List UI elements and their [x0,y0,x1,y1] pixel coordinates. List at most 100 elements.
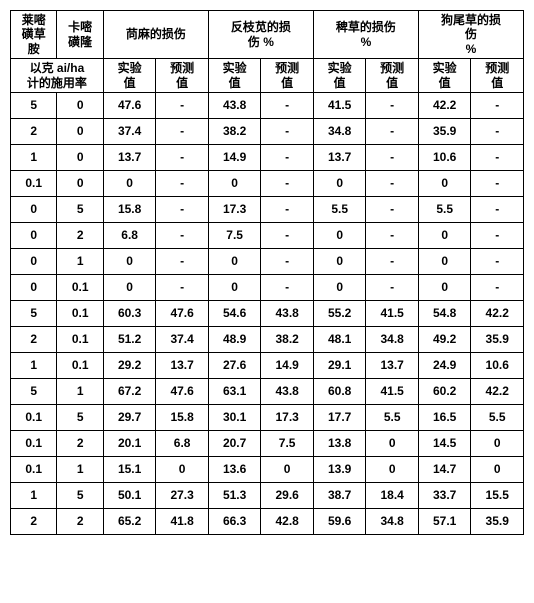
cell: 51.3 [208,482,261,508]
cell: 13.7 [366,352,419,378]
table-row: 5047.6-43.8-41.5-42.2- [11,92,524,118]
cell: 0 [471,456,524,482]
cell: 0 [208,274,261,300]
cell: 17.3 [261,404,314,430]
cell: 2 [11,118,57,144]
cell: 0 [103,274,156,300]
cell: 0.1 [57,274,103,300]
cell: 2 [57,430,103,456]
cell: 6.8 [156,430,209,456]
hdr-g1: 苘麻的损伤 [103,11,208,59]
cell: - [261,170,314,196]
cell: - [471,92,524,118]
cell: 13.7 [156,352,209,378]
cell: 65.2 [103,508,156,534]
table-row: 5167.247.663.143.860.841.560.242.2 [11,378,524,404]
hdr-g2: 反枝苋的损伤 % [208,11,313,59]
cell: 48.1 [313,326,366,352]
sub-pred: 预测值 [261,59,314,93]
cell: 0 [261,456,314,482]
cell: 20.7 [208,430,261,456]
cell: 41.8 [156,508,209,534]
cell: 51.2 [103,326,156,352]
hdr-g3: 稗草的损伤% [313,11,418,59]
cell: - [261,274,314,300]
cell: 0 [11,222,57,248]
cell: 0 [103,248,156,274]
hdr-g4: 狗尾草的损伤% [418,11,523,59]
cell: 30.1 [208,404,261,430]
cell: 29.6 [261,482,314,508]
cell: 0 [208,170,261,196]
cell: 14.5 [418,430,471,456]
cell: 10.6 [418,144,471,170]
cell: 0.1 [11,430,57,456]
hdr-c1: 卡嘧磺隆 [57,11,103,59]
cell: 38.2 [261,326,314,352]
cell: 14.9 [261,352,314,378]
cell: 2 [57,222,103,248]
cell: 10.6 [471,352,524,378]
cell: 16.5 [418,404,471,430]
cell: 38.7 [313,482,366,508]
cell: - [156,170,209,196]
cell: 54.6 [208,300,261,326]
cell: 0 [11,274,57,300]
cell: - [156,92,209,118]
cell: 1 [57,378,103,404]
cell: 13.9 [313,456,366,482]
cell: 0 [313,222,366,248]
cell: - [471,144,524,170]
cell: 0 [313,274,366,300]
cell: 7.5 [208,222,261,248]
cell: 34.8 [366,508,419,534]
cell: 27.3 [156,482,209,508]
cell: 15.8 [156,404,209,430]
cell: 2 [57,508,103,534]
cell: 57.1 [418,508,471,534]
table-row: 10.129.213.727.614.929.113.724.910.6 [11,352,524,378]
cell: 5.5 [471,404,524,430]
cell: 13.7 [313,144,366,170]
cell: 34.8 [313,118,366,144]
cell: 13.7 [103,144,156,170]
cell: 35.9 [418,118,471,144]
cell: 13.6 [208,456,261,482]
cell: 55.2 [313,300,366,326]
cell: - [156,274,209,300]
cell: 15.8 [103,196,156,222]
sub-exp: 实验值 [418,59,471,93]
cell: 41.5 [366,378,419,404]
cell: 0 [57,170,103,196]
cell: 15.5 [471,482,524,508]
cell: 35.9 [471,508,524,534]
cell: 0.1 [11,456,57,482]
cell: 17.7 [313,404,366,430]
cell: 0.1 [57,300,103,326]
cell: 43.8 [261,378,314,404]
cell: 0 [366,456,419,482]
cell: 15.1 [103,456,156,482]
sub-rate: 以克 ai/ha计的施用率 [11,59,104,93]
table-row: 20.151.237.448.938.248.134.849.235.9 [11,326,524,352]
table-row: 0515.8-17.3-5.5-5.5- [11,196,524,222]
cell: - [366,248,419,274]
cell: 2 [11,326,57,352]
cell: - [366,222,419,248]
cell: 1 [11,482,57,508]
cell: 5 [11,378,57,404]
cell: 54.8 [418,300,471,326]
cell: 1 [11,144,57,170]
cell: 47.6 [156,378,209,404]
cell: 42.2 [418,92,471,118]
cell: 5 [57,196,103,222]
cell: 34.8 [366,326,419,352]
cell: - [471,196,524,222]
table-row: 2265.241.866.342.859.634.857.135.9 [11,508,524,534]
cell: 1 [57,456,103,482]
cell: 59.6 [313,508,366,534]
table-row: 2037.4-38.2-34.8-35.9- [11,118,524,144]
cell: 41.5 [366,300,419,326]
cell: 6.8 [103,222,156,248]
cell: 27.6 [208,352,261,378]
